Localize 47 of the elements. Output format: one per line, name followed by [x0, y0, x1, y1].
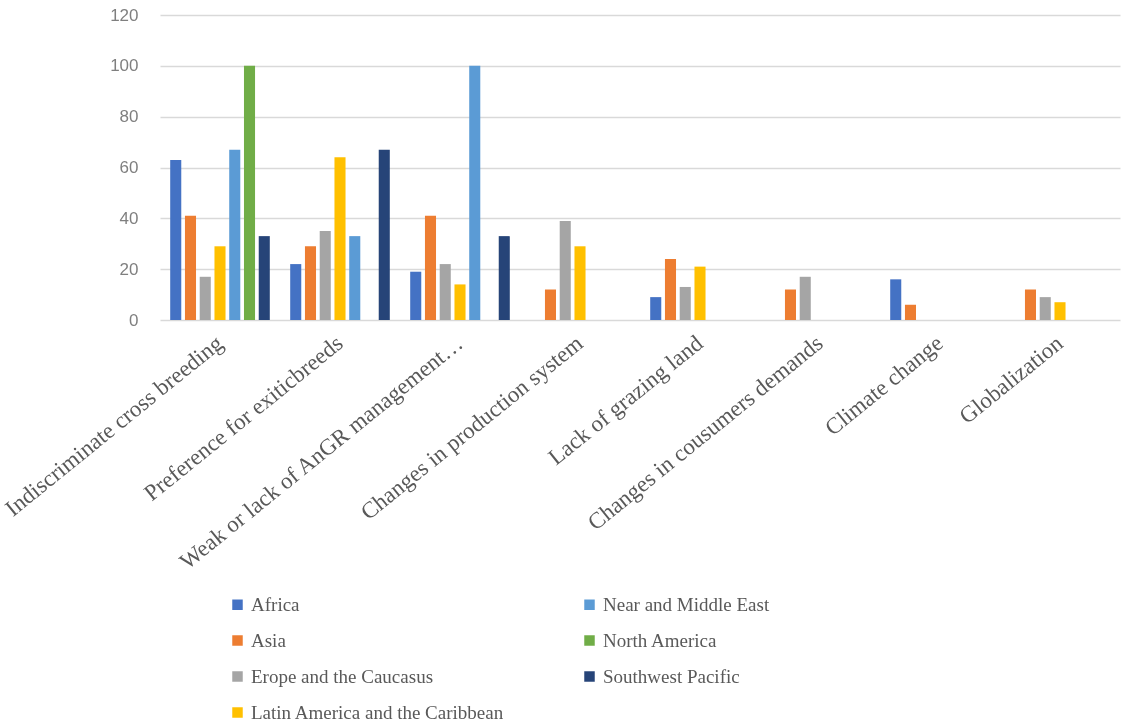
- bar: [304, 246, 317, 320]
- legend-label: Southwest Pacific: [603, 665, 740, 687]
- y-tick-label: 0: [129, 310, 139, 330]
- bar: [498, 236, 510, 320]
- bar: [559, 220, 571, 320]
- y-tick-label: 100: [110, 56, 139, 76]
- bar: [799, 276, 811, 320]
- y-tick-label: 60: [119, 158, 139, 177]
- bar: [424, 215, 437, 320]
- bar: [378, 149, 390, 320]
- bar: [904, 304, 917, 320]
- bar: [229, 149, 241, 320]
- bar: [679, 286, 691, 320]
- bar: [290, 264, 302, 320]
- y-tick-label: 80: [119, 107, 139, 127]
- legend-label: Latin America and the Caribbean: [251, 701, 504, 723]
- y-tick-label: 120: [110, 5, 139, 25]
- bar: [784, 289, 797, 320]
- y-tick-label: 40: [119, 208, 139, 228]
- bar: [574, 246, 586, 320]
- bar: [1039, 297, 1051, 320]
- y-tick-label: 20: [119, 259, 139, 279]
- bar: [469, 65, 481, 320]
- bar: [544, 289, 557, 320]
- bar: [214, 246, 226, 320]
- legend-label: Near and Middle East: [603, 593, 770, 615]
- bar: [319, 231, 331, 320]
- bar: [664, 259, 677, 320]
- bar: [1054, 302, 1066, 320]
- bar: [258, 236, 270, 320]
- bar: [334, 157, 346, 320]
- bar: [184, 215, 197, 320]
- bar: [890, 279, 902, 320]
- legend-label: Asia: [251, 629, 287, 651]
- bar: [349, 236, 361, 320]
- bar: [454, 284, 466, 320]
- bar: [439, 264, 451, 320]
- bar: [410, 271, 422, 320]
- bar: [694, 266, 706, 320]
- bar: [170, 159, 182, 320]
- bar: [650, 297, 662, 320]
- bar: [199, 276, 211, 320]
- legend-label: North America: [603, 629, 717, 651]
- legend-label: Africa: [251, 593, 301, 615]
- bar: [243, 65, 256, 320]
- bar: [1024, 289, 1037, 320]
- legend-label: Erope and the Caucasus: [251, 665, 434, 687]
